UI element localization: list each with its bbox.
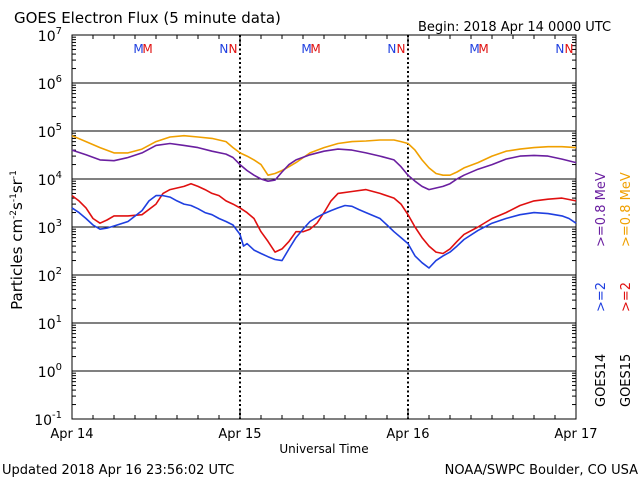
marker-n: N <box>387 42 396 56</box>
y-tick-label: 104 <box>38 170 62 189</box>
local-noon-midnight-markers: MM N N MM N N MM N N <box>133 42 573 56</box>
marker-m: M <box>469 42 479 56</box>
legend-goes14-2mev: >=2 <box>594 282 609 312</box>
marker-n: N <box>397 42 406 56</box>
x-axis-label: Universal Time <box>279 442 368 456</box>
begin-time: Begin: 2018 Apr 14 0000 UTC <box>418 20 611 35</box>
x-tick-label: Apr 16 <box>386 427 429 442</box>
credit-text: NOAA/SWPC Boulder, CO USA <box>445 463 638 478</box>
y-axis-label: Particles cm-2s-1sr-1 <box>8 170 26 310</box>
x-tick-label: Apr 14 <box>50 427 93 442</box>
marker-n: N <box>565 42 574 56</box>
series-line <box>71 194 577 269</box>
legend-goes15: GOES15 >=2 >=0.8 MeV <box>619 172 634 407</box>
marker-m: M <box>478 42 488 56</box>
series-line <box>71 142 577 191</box>
series-line <box>71 134 577 176</box>
marker-n: N <box>219 42 228 56</box>
y-tick-label: 101 <box>38 314 62 333</box>
marker-n: N <box>555 42 564 56</box>
marker-m: M <box>301 42 311 56</box>
y-axis-ticks: 10-1 100 101 102 103 104 105 106 107 <box>34 26 576 429</box>
marker-m: M <box>133 42 143 56</box>
legend-goes15-08mev: >=0.8 MeV <box>619 172 634 247</box>
y-tick-label: 10-1 <box>34 410 62 429</box>
legend-goes14: GOES14 >=2 >=0.8 MeV <box>594 172 609 407</box>
day-boundary-lines <box>239 35 409 419</box>
marker-n: N <box>229 42 238 56</box>
y-tick-label: 103 <box>38 218 62 237</box>
updated-timestamp: Updated 2018 Apr 16 23:56:02 UTC <box>2 463 234 478</box>
marker-m: M <box>310 42 320 56</box>
y-tick-label: 105 <box>38 122 62 141</box>
legend-goes14-08mev: >=0.8 MeV <box>594 172 609 247</box>
flux-series <box>71 134 577 269</box>
x-tick-label: Apr 17 <box>554 427 597 442</box>
legend-goes15-sat: GOES15 <box>619 354 634 407</box>
legend-goes15-2mev: >=2 <box>619 282 634 312</box>
legend-goes14-sat: GOES14 <box>594 354 609 407</box>
y-tick-label: 100 <box>38 362 62 381</box>
y-tick-label: 106 <box>38 74 62 93</box>
chart-title: GOES Electron Flux (5 minute data) <box>14 9 281 27</box>
y-tick-label: 102 <box>38 266 62 285</box>
x-tick-label: Apr 15 <box>218 427 261 442</box>
x-axis-ticks: Apr 14 Apr 15 Apr 16 Apr 17 <box>50 35 598 442</box>
marker-m: M <box>142 42 152 56</box>
y-tick-label: 107 <box>38 26 62 45</box>
series-line <box>71 182 577 255</box>
